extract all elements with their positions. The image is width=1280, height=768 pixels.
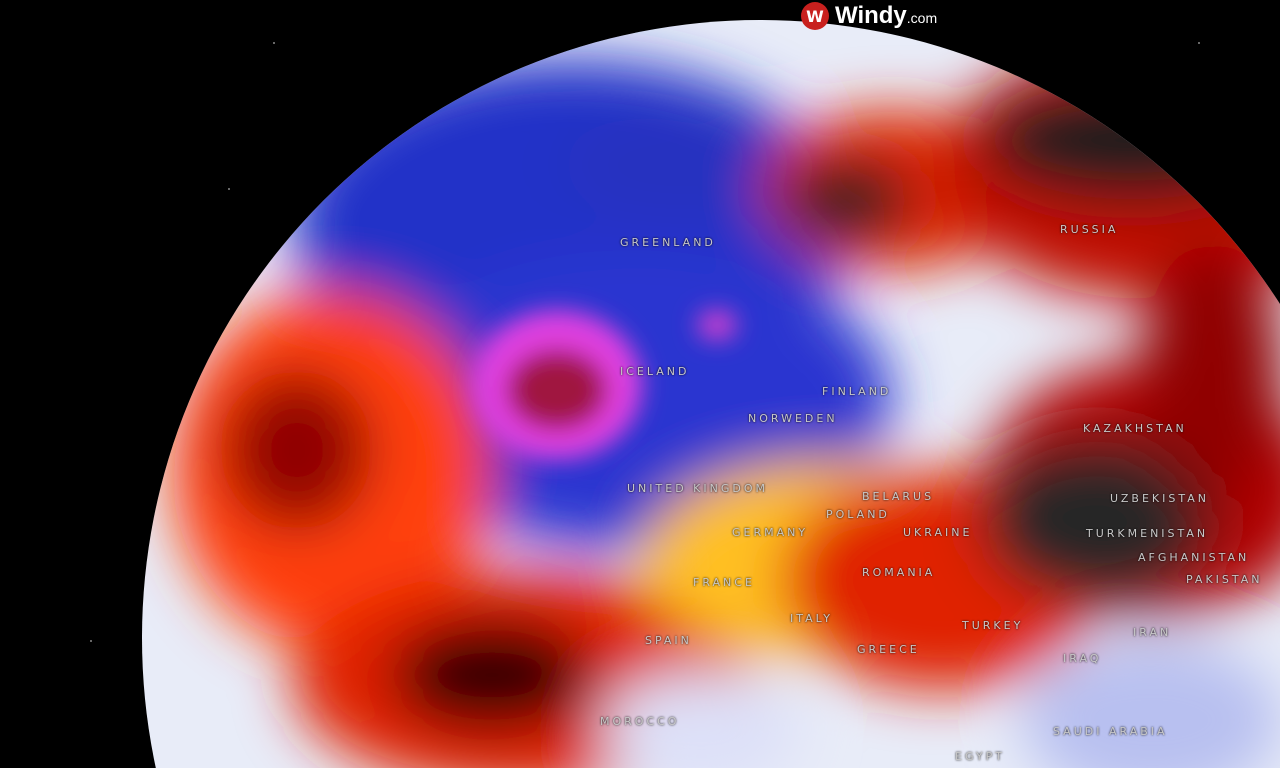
label-russia: RUSSIA [1060, 223, 1119, 236]
label-finland: FINLAND [822, 385, 892, 398]
label-iceland: ICELAND [620, 365, 690, 378]
label-iran: IRAN [1133, 626, 1172, 639]
extreme-heat [982, 440, 1212, 600]
label-greenland: GREENLAND [620, 236, 716, 249]
hot-air-mass [392, 620, 592, 730]
label-pakistan: PAKISTAN [1186, 573, 1263, 586]
label-afghanistan: AFGHANISTAN [1138, 551, 1250, 564]
label-spain: SPAIN [645, 634, 692, 647]
label-uzbekistan: UZBEKISTAN [1110, 492, 1209, 505]
brand-name: Windy [835, 2, 907, 29]
label-kazakhstan: KAZAKHSTAN [1083, 422, 1187, 435]
star [90, 640, 92, 642]
label-united-kingdom: UNITED KINGDOM [627, 482, 768, 495]
label-morocco: MOROCCO [600, 715, 680, 728]
label-belarus: BELARUS [862, 490, 935, 503]
extreme-heat [782, 160, 912, 240]
cold-air-mass [562, 110, 802, 220]
windy-logo[interactable]: W Windy.com [801, 2, 937, 30]
label-turkey: TURKEY [962, 619, 1024, 632]
star [1198, 42, 1200, 44]
label-poland: POLAND [826, 508, 890, 521]
star [228, 188, 230, 190]
cool-air-mass [602, 670, 802, 768]
label-iraq: IRAQ [1063, 652, 1102, 665]
cool-air-mass [1022, 640, 1280, 768]
low-pressure-core [507, 350, 607, 430]
label-saudi-arabia: SAUDI ARABIA [1053, 725, 1168, 738]
label-greece: GREECE [857, 643, 920, 656]
hot-air-mass [1142, 240, 1280, 500]
label-italy: ITALY [790, 612, 834, 625]
windy-logo-icon: W [801, 2, 829, 30]
hot-air-mass [222, 370, 372, 530]
label-egypt: EGYPT [955, 750, 1005, 763]
label-germany: GERMANY [732, 526, 809, 539]
label-turkmenistan: TURKMENISTAN [1086, 527, 1209, 540]
label-romania: ROMANIA [862, 566, 936, 579]
logo-text: Windy.com [835, 2, 937, 30]
label-ukraine: UKRAINE [903, 526, 973, 539]
label-france: FRANCE [693, 576, 755, 589]
extreme-heat [982, 80, 1280, 200]
star [273, 42, 275, 44]
low-pressure-system [697, 310, 737, 340]
brand-suffix: .com [906, 10, 938, 26]
label-norway-sweden: NORWEDEN [748, 412, 838, 425]
